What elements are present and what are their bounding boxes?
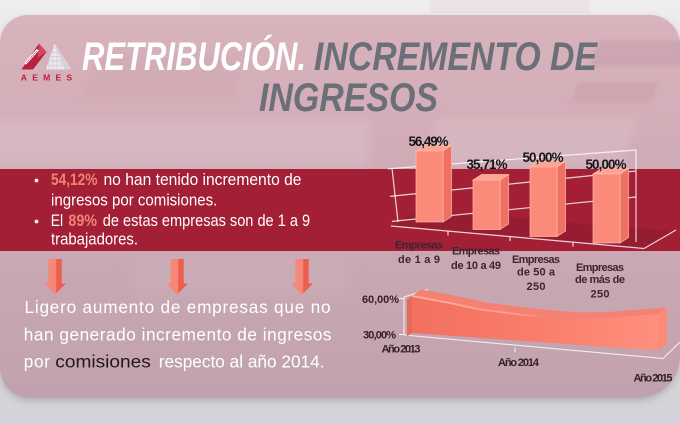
svg-text:56,49%: 56,49%	[409, 134, 449, 149]
svg-text:89%: 89%	[68, 212, 97, 230]
svg-text:Año 2013: Año 2013	[382, 344, 421, 356]
svg-text:trabajadores.: trabajadores.	[51, 230, 138, 248]
svg-text:Empresas: Empresas	[512, 254, 560, 266]
svg-text:ingresos por comisiones.: ingresos por comisiones.	[51, 192, 217, 210]
svg-text:Año 2014: Año 2014	[498, 357, 540, 369]
svg-text:50,00%: 50,00%	[586, 157, 627, 172]
svg-text:El: El	[51, 212, 63, 230]
svg-text:54,12%: 54,12%	[51, 171, 98, 189]
svg-text:Empresas: Empresas	[395, 240, 443, 252]
svg-text:250: 250	[591, 289, 610, 301]
svg-text:Empresas: Empresas	[452, 246, 500, 258]
svg-text:Ligero aumento de empresas que: Ligero aumento de empresas que no	[25, 297, 331, 317]
svg-text:de más de: de más de	[575, 274, 625, 286]
svg-text:60,00%: 60,00%	[362, 294, 399, 306]
svg-text:RETRIBUCIÓN.: RETRIBUCIÓN.	[82, 33, 306, 79]
svg-text:respecto al año 2014.: respecto al año 2014.	[159, 352, 325, 372]
svg-text:Empresas: Empresas	[576, 262, 624, 274]
svg-text:Año 2015: Año 2015	[634, 373, 673, 385]
svg-text:250: 250	[527, 281, 546, 293]
svg-text:de 50 a: de 50 a	[517, 267, 556, 279]
svg-text:de 10 a 49: de 10 a 49	[451, 260, 501, 272]
svg-text:50,00%: 50,00%	[523, 150, 564, 165]
svg-text:INCREMENTO DE: INCREMENTO DE	[314, 35, 598, 79]
svg-text:de 1 a 9: de 1 a 9	[398, 254, 440, 266]
svg-text:comisiones: comisiones	[55, 352, 151, 372]
svg-text:han generado incremento de ing: han generado incremento de ingresos	[24, 324, 332, 344]
svg-text:INGRESOS: INGRESOS	[259, 76, 438, 120]
svg-text:35,71%: 35,71%	[467, 157, 508, 172]
svg-text:30,00%: 30,00%	[363, 330, 396, 342]
svg-text:no han tenido incremento de: no han tenido incremento de	[104, 171, 302, 189]
svg-text:por: por	[24, 352, 50, 372]
svg-text:de estas empresas son de 1 a 9: de estas empresas son de 1 a 9	[103, 212, 310, 230]
svg-text:AEMES: AEMES	[21, 72, 78, 82]
